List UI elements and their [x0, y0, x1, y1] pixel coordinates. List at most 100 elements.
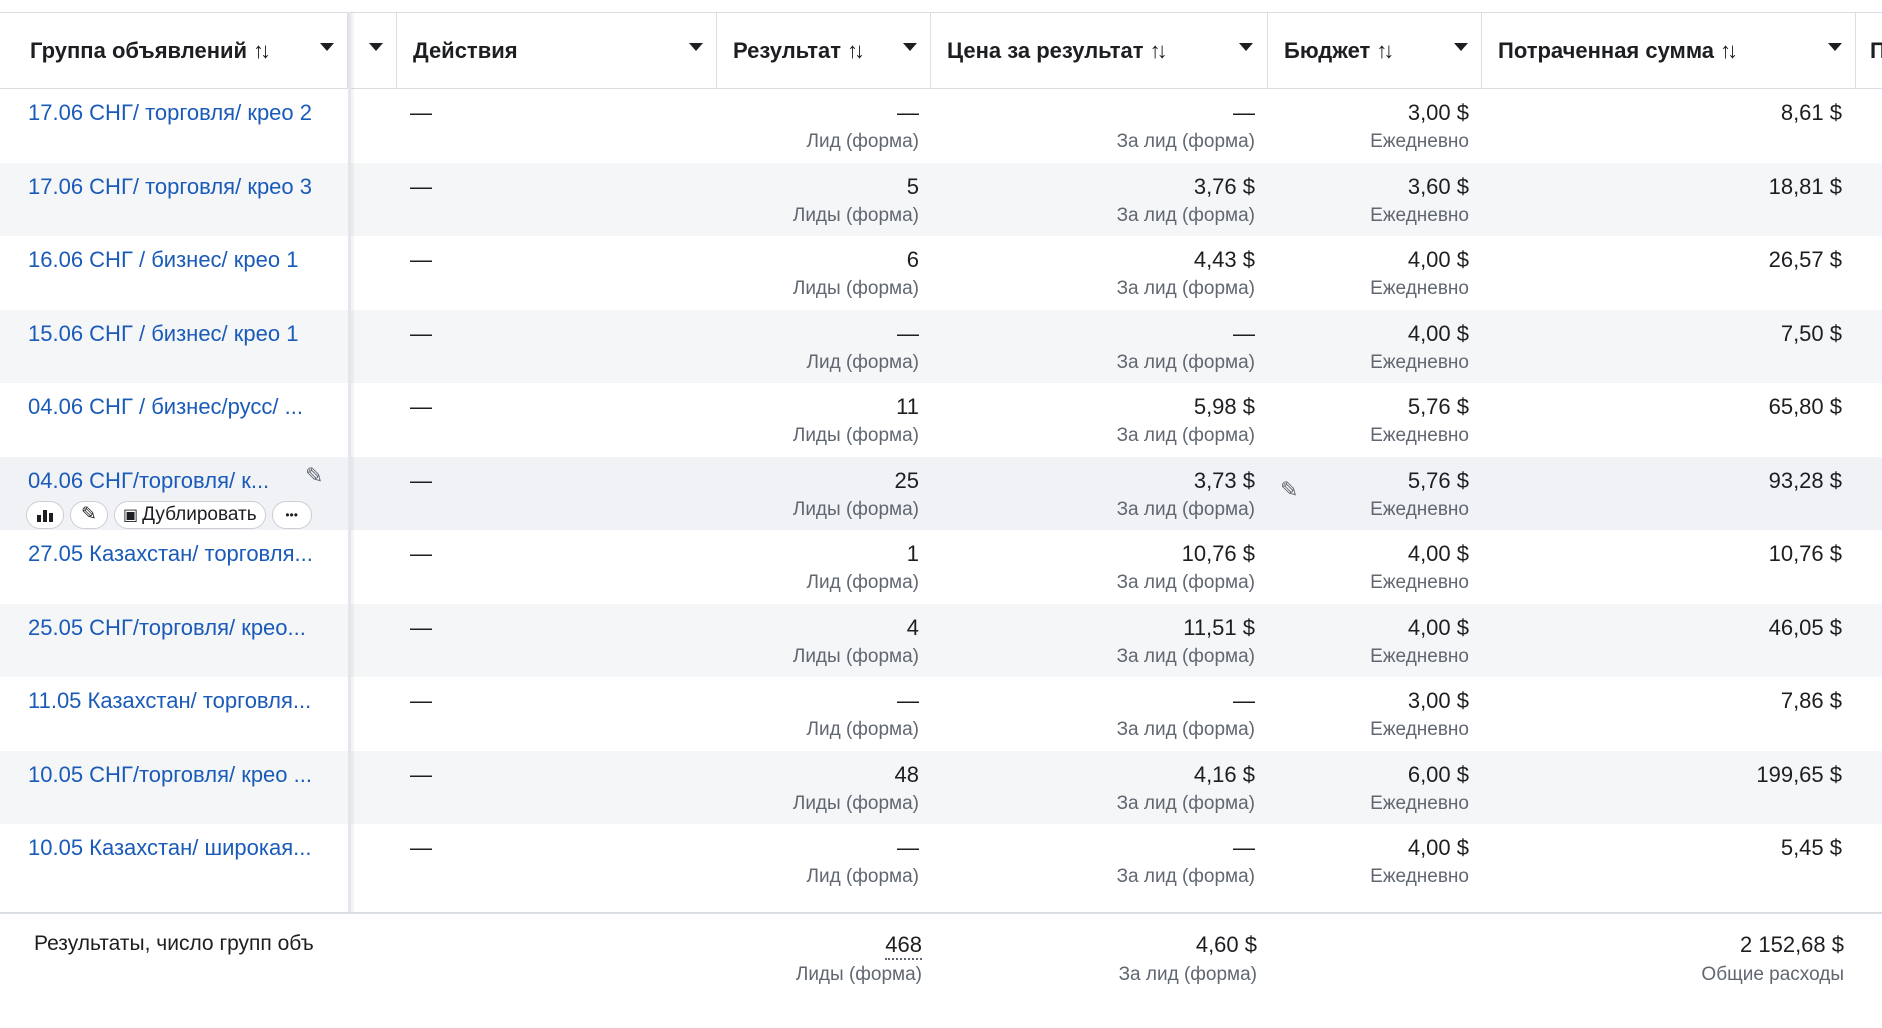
sort-icon[interactable]: ↑↓	[1149, 38, 1168, 63]
result-type: Лид (форма)	[806, 572, 920, 593]
budget-value[interactable]: 3,00 $	[1407, 688, 1469, 713]
result-type: Лиды (форма)	[792, 278, 919, 299]
table-row[interactable]: 04.06 СНГ/торговля/ к... — 25 Лиды (форма) 3…	[0, 456, 1882, 530]
ad-group-name-link[interactable]: 04.06 СНГ / бизнес/русс/ ...	[28, 394, 303, 419]
budget-period: Ежедневно	[1370, 792, 1469, 814]
column-header-result[interactable]: Результат ↑↓	[717, 13, 931, 89]
table-row[interactable]: 17.06 СНГ/ торговля/ крео 2 — — Лид (форма)…	[0, 89, 1882, 163]
ad-group-name-link[interactable]: 16.06 СНГ / бизнес/ крео 1	[28, 247, 299, 272]
budget-value[interactable]: 5,76 $	[1407, 467, 1469, 493]
budget-period: Ежедневно	[1370, 204, 1469, 226]
table-row[interactable]: 10.05 СНГ/торговля/ крео ... — 48 Лиды (фор…	[0, 750, 1882, 824]
budget-value[interactable]: 3,00 $	[1407, 100, 1469, 125]
chevron-down-icon[interactable]	[1454, 43, 1468, 51]
sort-icon[interactable]: ↑↓	[1376, 38, 1394, 63]
total-spent: 2 152,68 $	[1740, 932, 1844, 957]
frozen-column-divider[interactable]	[348, 12, 351, 1028]
table-footer-totals: Результаты, число групп объ 468 Лиды (фо…	[0, 912, 1882, 1028]
cost-per-result-value: —	[1233, 320, 1255, 346]
column-label: Потраченная сумма	[1498, 38, 1715, 63]
edit-budget-pencil-icon[interactable]: ✎	[1280, 476, 1299, 502]
table-row[interactable]: 15.06 СНГ / бизнес/ крео 1 — — Лид (форма) —…	[0, 309, 1882, 383]
column-header-next[interactable]: П	[1856, 13, 1882, 89]
spent-value: 46,05 $	[1768, 614, 1842, 640]
result-type: Лид (форма)	[806, 131, 920, 152]
sort-icon[interactable]: ↑↓	[253, 38, 271, 63]
ad-group-name-link[interactable]: 27.05 Казахстан/ торговля...	[28, 541, 313, 566]
budget-period: Ежедневно	[1370, 719, 1469, 740]
ad-group-name-link[interactable]: 17.06 СНГ/ торговля/ крео 2	[28, 100, 312, 125]
duplicate-button[interactable]: ▣ Дублировать	[114, 500, 266, 529]
edit-button[interactable]: ✎	[70, 500, 108, 529]
budget-value[interactable]: 4,00 $	[1407, 541, 1469, 566]
table-row[interactable]: 11.05 Казахстан/ торговля... — — Лид (форма…	[0, 677, 1882, 751]
ad-group-name-link[interactable]: 17.06 СНГ/ торговля/ крео 3	[28, 173, 312, 199]
more-options-button[interactable]: •••	[271, 500, 312, 529]
column-header-ad-group[interactable]: Группа объявлений ↑↓	[0, 13, 348, 89]
ad-group-name-link[interactable]: 10.05 Казахстан/ широкая...	[28, 835, 312, 860]
edit-name-pencil-icon[interactable]: ✎	[305, 462, 324, 488]
cost-per-result-value: 4,16 $	[1193, 761, 1255, 787]
budget-value[interactable]: 4,00 $	[1407, 835, 1469, 860]
chevron-down-icon[interactable]	[1828, 43, 1842, 51]
chevron-down-icon[interactable]	[369, 43, 383, 51]
cost-per-result-value: 3,76 $	[1193, 173, 1255, 199]
table-row[interactable]: 17.06 СНГ/ торговля/ крео 3 — 5 Лиды (форма…	[0, 162, 1882, 236]
table-row[interactable]: 10.05 Казахстан/ широкая... — — Лид (форма)…	[0, 824, 1882, 898]
chevron-down-icon[interactable]	[320, 43, 334, 51]
bar-chart-icon	[37, 509, 53, 522]
cost-per-result-type: За лид (форма)	[1116, 278, 1255, 299]
pencil-icon: ✎	[81, 504, 97, 525]
actions-value: —	[410, 614, 432, 640]
ad-group-name-link[interactable]: 10.05 СНГ/торговля/ крео ...	[28, 761, 312, 787]
cost-per-result-type: За лид (форма)	[1116, 131, 1255, 152]
chevron-down-icon[interactable]	[689, 43, 703, 51]
sort-icon[interactable]: ↑↓	[847, 38, 865, 63]
budget-period: Ежедневно	[1370, 425, 1469, 446]
budget-value[interactable]: 4,00 $	[1407, 614, 1469, 640]
ad-group-name-link[interactable]: 04.06 СНГ/торговля/ к...	[28, 467, 270, 493]
column-header-spent[interactable]: Потраченная сумма ↑↓	[1482, 13, 1856, 89]
sort-icon[interactable]: ↑↓	[1720, 38, 1738, 63]
total-results[interactable]: 468	[885, 932, 922, 960]
result-value: —	[897, 688, 919, 713]
column-header-budget[interactable]: Бюджет ↑↓	[1268, 13, 1482, 89]
table-row[interactable]: 25.05 СНГ/торговля/ крео... — 4 Лиды (форма…	[0, 603, 1882, 677]
actions-value: —	[410, 394, 432, 419]
budget-value[interactable]: 4,00 $	[1407, 247, 1469, 272]
result-type: Лиды (форма)	[792, 792, 919, 814]
chevron-down-icon[interactable]	[903, 43, 917, 51]
actions-value: —	[410, 100, 432, 125]
result-value: 48	[894, 761, 919, 787]
result-value: 1	[906, 541, 919, 566]
table-header: Группа объявлений ↑↓ Действия Результат …	[0, 12, 1882, 89]
budget-period: Ежедневно	[1370, 278, 1469, 299]
budget-period: Ежедневно	[1370, 866, 1469, 887]
cost-per-result-value: 4,43 $	[1193, 247, 1255, 272]
table-row[interactable]: 16.06 СНГ / бизнес/ крео 1 — 6 Лиды (форма)…	[0, 236, 1882, 310]
cost-per-result-type: За лид (форма)	[1116, 645, 1255, 667]
table-row-partial	[0, 899, 1882, 913]
table-row[interactable]: 27.05 Казахстан/ торговля... — 1 Лид (форма…	[0, 530, 1882, 604]
ad-group-name-link[interactable]: 15.06 СНГ / бизнес/ крео 1	[28, 320, 299, 346]
view-charts-button[interactable]	[26, 500, 64, 529]
ad-group-name-link[interactable]: 25.05 СНГ/торговля/ крео...	[28, 614, 306, 640]
actions-value: —	[410, 835, 432, 860]
actions-value: —	[410, 761, 432, 787]
column-label: Цена за результат	[947, 38, 1144, 63]
budget-period: Ежедневно	[1370, 351, 1469, 373]
budget-value[interactable]: 6,00 $	[1407, 761, 1469, 787]
totals-label: Результаты, число групп объ	[34, 932, 314, 955]
ad-group-name-link[interactable]: 11.05 Казахстан/ торговля...	[28, 688, 312, 713]
total-cost-per-result: 4,60 $	[1195, 932, 1257, 957]
budget-value[interactable]: 5,76 $	[1407, 394, 1469, 419]
table-row[interactable]: 04.06 СНГ / бизнес/русс/ ... — 11 Лиды (фор…	[0, 383, 1882, 457]
column-header-cost-per-result[interactable]: Цена за результат ↑↓	[931, 13, 1268, 89]
budget-period: Ежедневно	[1370, 645, 1469, 667]
budget-value[interactable]: 4,00 $	[1407, 320, 1469, 346]
chevron-down-icon[interactable]	[1239, 43, 1253, 51]
budget-value[interactable]: 3,60 $	[1407, 173, 1469, 199]
column-header-actions[interactable]: Действия	[397, 13, 717, 89]
budget-period: Ежедневно	[1370, 131, 1469, 152]
